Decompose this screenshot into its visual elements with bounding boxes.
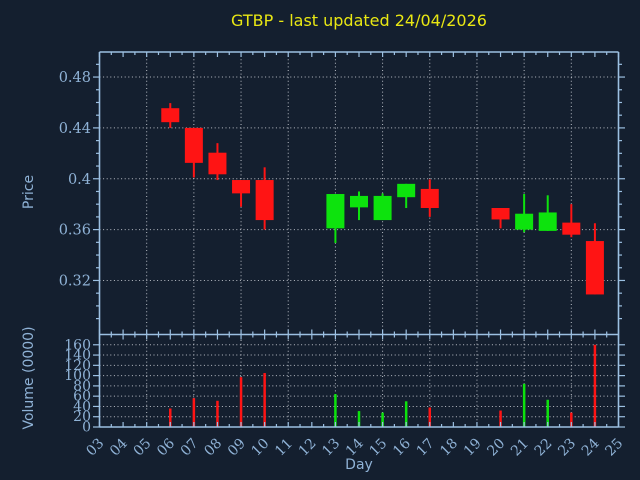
tick-label: 20 (73, 409, 91, 425)
tick-label: 18 (437, 436, 461, 460)
candle-day-13 (326, 194, 345, 243)
tick-label: 60 (73, 389, 91, 405)
tick-label: 16 (390, 435, 414, 459)
candle-day-8 (208, 143, 227, 181)
candle-day-10 (255, 167, 274, 230)
tick-label: 100 (64, 368, 91, 384)
tick-label: 22 (532, 436, 556, 460)
tick-label: 14 (343, 435, 367, 459)
tick-label: 13 (319, 436, 343, 460)
volume-bar-day-10 (263, 373, 266, 427)
volume-bar-day-6 (169, 408, 172, 427)
tick-label: 21 (508, 436, 532, 460)
volume-bar-day-16 (404, 401, 408, 427)
tick-label: 06 (154, 435, 178, 459)
volume-bar-day-7 (192, 398, 196, 427)
price-axis-label: Price (21, 174, 37, 210)
candles (161, 103, 604, 295)
tick-label: 0.32 (59, 273, 91, 289)
candle-day-16 (397, 183, 416, 208)
tick-label: 12 (296, 436, 320, 460)
tick-label: 140 (64, 348, 91, 364)
tick-label: 11 (272, 436, 296, 460)
candle-day-15 (373, 193, 392, 221)
candle-day-20 (491, 207, 510, 229)
candle-day-14 (350, 191, 368, 221)
volume-bar-day-21 (522, 383, 526, 427)
tick-labels: 0.320.360.40.440.48020406080100120140160… (59, 70, 627, 459)
tick-label: 04 (107, 435, 131, 459)
tick-label: 0.36 (59, 223, 91, 239)
tick-label: 120 (64, 358, 91, 374)
candle-day-17 (420, 179, 439, 217)
volume-axis-label: Volume (0000) (21, 326, 37, 430)
tick-label: 24 (579, 435, 603, 459)
volume-bar-day-8 (216, 400, 219, 427)
candle-day-9 (232, 180, 251, 207)
volume-bar-day-15 (381, 412, 384, 427)
candle-day-7 (184, 127, 203, 178)
volume-bar-day-9 (239, 377, 243, 427)
volume-bar-day-20 (499, 410, 502, 427)
tick-label: 80 (73, 378, 91, 394)
candle-day-21 (515, 194, 534, 233)
volume-bars (169, 344, 597, 427)
axis-ticks (93, 52, 625, 428)
tick-label: 07 (178, 436, 202, 460)
tick-label: 05 (131, 436, 155, 460)
volume-bar-day-24 (593, 344, 597, 427)
tick-label: 25 (602, 436, 626, 460)
tick-label: 19 (461, 436, 485, 460)
tick-label: 40 (73, 399, 91, 415)
volume-bar-day-14 (357, 411, 361, 427)
tick-label: 15 (366, 436, 390, 460)
chart-title: GTBP - last updated 24/04/2026 (231, 11, 487, 30)
tick-label: 20 (484, 436, 508, 460)
tick-label: 0.4 (68, 172, 91, 188)
tick-label: 23 (555, 436, 579, 460)
candle-day-6 (161, 103, 180, 128)
volume-bar-day-23 (570, 412, 573, 427)
tick-label: 160 (64, 337, 91, 353)
tick-label: 08 (201, 436, 225, 460)
tick-label: 0 (82, 420, 91, 436)
volume-bar-day-17 (428, 407, 432, 427)
volume-bar-day-22 (546, 399, 549, 427)
candle-day-23 (562, 204, 581, 238)
x-axis-label: Day (345, 457, 373, 473)
tick-label: 09 (225, 436, 249, 460)
tick-label: 10 (249, 436, 273, 460)
volume-bar-day-13 (334, 394, 337, 427)
tick-label: 03 (83, 436, 107, 460)
candle-day-24 (585, 223, 604, 295)
candle-day-22 (538, 195, 557, 231)
tick-label: 17 (414, 436, 438, 460)
tick-label: 0.48 (59, 70, 91, 86)
gridlines (99, 52, 619, 427)
tick-label: 0.44 (59, 121, 91, 137)
